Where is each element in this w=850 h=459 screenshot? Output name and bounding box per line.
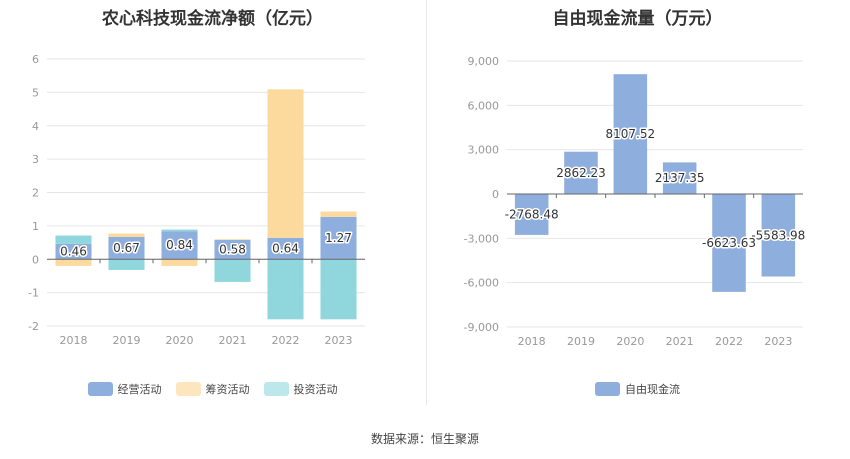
legend-swatch	[175, 382, 201, 396]
data-label: 0.67	[113, 241, 140, 255]
bar-经营活动-2019	[108, 236, 145, 260]
x-tick-label: 2020	[616, 335, 644, 348]
y-tick-label: 6,000	[468, 99, 500, 112]
y-tick-label: -1	[28, 287, 39, 300]
x-tick-label: 2019	[113, 334, 141, 347]
x-tick-label: 2019	[567, 335, 595, 348]
x-tick-label: 2022	[715, 335, 743, 348]
bar-投资活动-2023	[320, 259, 357, 320]
data-source: 数据来源：恒生聚源	[370, 432, 479, 446]
y-tick-label: -3,000	[464, 232, 499, 245]
free-cash-flow-chart: 自由现金流量（万元） -9,000 -6,000 -3,000 0 3,000 6,000…	[425, 0, 850, 410]
legend-swatch	[263, 382, 289, 396]
legend: 自由现金流	[425, 381, 850, 397]
x-tick-label: 2023	[325, 334, 353, 347]
y-tick-label: -6,000	[464, 277, 499, 290]
data-label: 8107.52	[606, 127, 656, 141]
bar-投资活动-2018	[55, 235, 92, 244]
bar-经营活动-2020	[161, 231, 198, 260]
x-tick-label: 2018	[60, 334, 88, 347]
bar-投资活动-2019	[108, 259, 145, 270]
legend-label: 投资活动	[293, 383, 338, 396]
data-label: 1.27	[325, 231, 352, 245]
x-tick-label: 2021	[666, 335, 694, 348]
y-tick-label: 0	[32, 253, 39, 266]
bar-投资活动-2022	[267, 259, 304, 320]
y-tick-label: 0	[492, 188, 499, 201]
cash-flow-net-chart: 农心科技现金流净额（亿元） -2 -1 0 1 2 3 4 5 6 2018 2019 2020 202…	[0, 0, 425, 410]
data-label: 0.46	[60, 245, 87, 259]
legend-item-free-cash-flow[interactable]: 自由现金流	[595, 381, 680, 397]
y-tick-label: 2	[32, 187, 39, 200]
chart-title: 农心科技现金流净额（亿元）	[102, 9, 323, 29]
legend-item-financing[interactable]: 筹资活动	[175, 381, 250, 397]
bar-筹资活动-2021	[214, 239, 251, 240]
legend-label: 经营活动	[117, 383, 162, 396]
chart-title: 自由现金流量（万元）	[552, 9, 723, 29]
bar-投资活动-2021	[214, 259, 251, 282]
panel-divider	[426, 0, 427, 405]
y-tick-label: 4	[32, 120, 39, 133]
bar-筹资活动-2023	[320, 211, 357, 217]
x-tick-label: 2020	[166, 334, 194, 347]
data-label: 0.58	[219, 243, 246, 257]
y-tick-label: 5	[32, 86, 39, 99]
data-label: 2137.35	[655, 171, 705, 185]
data-label: -5583.98	[751, 228, 805, 242]
bar-经营活动-2018	[55, 243, 92, 260]
y-tick-label: 1	[32, 220, 39, 233]
y-tick-label: -9,000	[464, 321, 499, 334]
legend-label: 自由现金流	[625, 383, 680, 396]
y-tick-label: 6	[32, 53, 39, 66]
data-label: 0.84	[166, 238, 193, 252]
legend-item-operating[interactable]: 经营活动	[87, 381, 162, 397]
data-label: -2768.48	[505, 207, 559, 221]
y-tick-label: -2	[28, 320, 39, 333]
x-tick-label: 2022	[272, 334, 300, 347]
bar-自由现金流-2019	[564, 151, 598, 194]
bar-自由现金流-2023	[761, 194, 796, 277]
legend-swatch	[595, 382, 620, 396]
legend-swatch	[87, 382, 113, 396]
chart-plot-area: -2 -1 0 1 2 3 4 5 6 2018 2019 2020 2021 2022 2023 0.46 0…	[28, 53, 365, 347]
bar-自由现金流-2021	[662, 162, 697, 194]
chart-plot-area: -9,000 -6,000 -3,000 0 3,000 6,000 9,000 2018 20…	[464, 55, 807, 348]
bar-筹资活动-2019	[108, 233, 145, 237]
bar-筹资活动-2018	[55, 259, 92, 266]
y-tick-label: 9,000	[468, 55, 500, 68]
bar-自由现金流-2020	[613, 74, 648, 194]
bar-经营活动-2021	[214, 239, 251, 260]
bar-经营活动-2023	[320, 216, 357, 260]
legend: 经营活动 筹资活动 投资活动	[0, 381, 425, 397]
legend-item-investing[interactable]: 投资活动	[263, 381, 338, 397]
bar-自由现金流-2022	[712, 194, 746, 292]
x-tick-label: 2021	[219, 334, 247, 347]
data-label: 2862.23	[556, 166, 606, 180]
bar-筹资活动-2020	[161, 259, 198, 266]
bar-投资活动-2020	[161, 229, 198, 232]
y-tick-label: 3	[32, 153, 39, 166]
bar-筹资活动-2022	[267, 89, 304, 238]
x-tick-label: 2018	[518, 335, 546, 348]
x-tick-label: 2023	[764, 335, 792, 348]
y-tick-label: 3,000	[468, 144, 500, 157]
bar-自由现金流-2018	[514, 194, 549, 235]
data-label: 0.64	[272, 242, 299, 256]
legend-label: 筹资活动	[205, 383, 250, 396]
bar-经营活动-2022	[267, 237, 304, 260]
data-label: -6623.63	[702, 236, 756, 250]
